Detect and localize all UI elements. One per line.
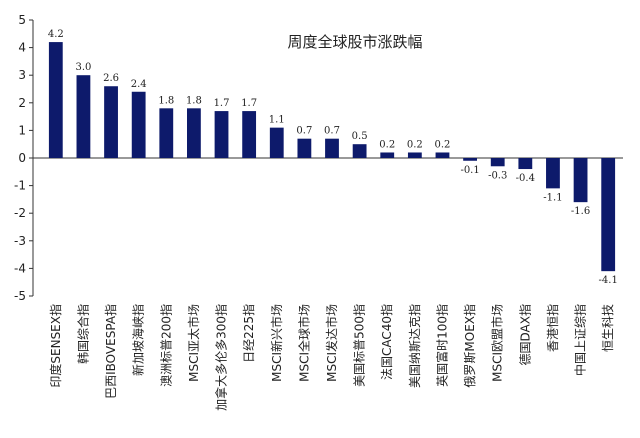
bar	[325, 138, 339, 158]
data-label: 0.2	[435, 139, 451, 150]
bar	[435, 152, 450, 158]
data-label: -1.1	[543, 192, 562, 203]
category-label: 俄罗斯MOEX指	[462, 304, 477, 388]
data-label: 0.7	[324, 126, 340, 137]
category-label: MSCI新兴市场	[269, 304, 284, 382]
bar	[297, 138, 312, 158]
category-label: 美国标普500指	[352, 304, 367, 387]
data-label: 3.0	[75, 62, 91, 73]
category-label: 法国CAC40指	[379, 304, 394, 380]
category-label: 德国DAX指	[517, 304, 532, 365]
category-label: MSCI欧盟市场	[490, 304, 505, 382]
chart-title: 周度全球股市涨跌幅	[287, 33, 422, 51]
data-label: 2.4	[131, 79, 147, 90]
data-label: -0.3	[488, 170, 507, 181]
bar	[463, 158, 477, 161]
bar	[242, 111, 257, 158]
bar	[518, 158, 533, 170]
category-label: 香港恒指	[545, 304, 560, 352]
bar	[573, 158, 588, 203]
category-label: 韩国综合指	[75, 304, 90, 364]
bar	[48, 42, 63, 158]
y-tick-label: 1	[18, 123, 26, 137]
category-label: MSCI亚太市场	[186, 304, 201, 382]
category-label: 新加坡海峡指	[131, 304, 146, 376]
bar	[407, 152, 422, 158]
category-label: 恒生科技	[601, 304, 615, 352]
bar	[76, 75, 91, 158]
data-label: 4.2	[48, 29, 64, 40]
y-tick-label: 2	[18, 96, 26, 110]
category-labels: 印度SENSEX指 韩国综合指 巴西IBOVESPA指 新加坡海峡指 澳洲标普200指 M…	[48, 304, 615, 411]
bar	[159, 108, 174, 158]
data-label: 0.2	[379, 139, 395, 150]
data-label: 1.7	[214, 98, 230, 109]
data-label: 0.5	[352, 131, 368, 142]
y-tick-label: 4	[18, 41, 26, 55]
data-label: 1.8	[186, 95, 202, 106]
category-label: MSCI全球市场	[296, 304, 311, 382]
bar	[380, 152, 395, 158]
bar	[104, 86, 118, 158]
category-label: 印度SENSEX指	[48, 304, 63, 388]
bar	[546, 158, 560, 189]
category-label: 加拿大多伦多300指	[214, 304, 229, 411]
bar	[352, 144, 367, 158]
y-tick-label: -4	[14, 261, 26, 275]
bars	[48, 42, 616, 272]
bar	[269, 127, 284, 158]
axes: 5 4 3 2 1 0 -1 -2 -3 -4 -5	[14, 13, 623, 303]
category-label: 日经225指	[241, 304, 256, 363]
category-label: 英国富时100指	[434, 304, 449, 387]
bar	[187, 108, 201, 158]
data-label: 0.2	[407, 139, 423, 150]
data-label: -0.4	[516, 173, 535, 184]
data-label: -4.1	[599, 275, 618, 286]
y-tick-label: -2	[14, 206, 26, 220]
data-label: 1.7	[241, 98, 257, 109]
category-label: MSCI发达市场	[324, 304, 339, 382]
bar	[601, 158, 616, 272]
data-label: 1.8	[158, 95, 174, 106]
category-label: 中国上证综指	[573, 304, 588, 376]
y-tick-label: 0	[18, 151, 26, 165]
data-label: 1.1	[269, 115, 285, 126]
data-label: -1.6	[571, 206, 590, 217]
data-label: 0.7	[296, 126, 312, 137]
category-label: 巴西IBOVESPA指	[103, 304, 118, 399]
data-labels: 4.2 3.0 2.6 2.4 1.8 1.8 1.7 1.7 1.1 0.7 0.7 0.5 0.2 0…	[48, 29, 618, 286]
y-tick-label: 5	[18, 13, 26, 27]
category-label: 澳洲标普200指	[158, 304, 173, 387]
y-tick-label: 3	[18, 68, 26, 82]
category-label: 美国纳斯达克指	[407, 304, 422, 388]
data-label: -0.1	[460, 165, 479, 176]
bar	[214, 111, 229, 158]
y-tick-label: -3	[14, 234, 26, 248]
data-label: 2.6	[103, 73, 119, 84]
y-tick-label: -1	[14, 179, 26, 193]
bar	[490, 158, 505, 167]
bar	[131, 91, 146, 158]
y-tick-label: -5	[14, 289, 26, 303]
